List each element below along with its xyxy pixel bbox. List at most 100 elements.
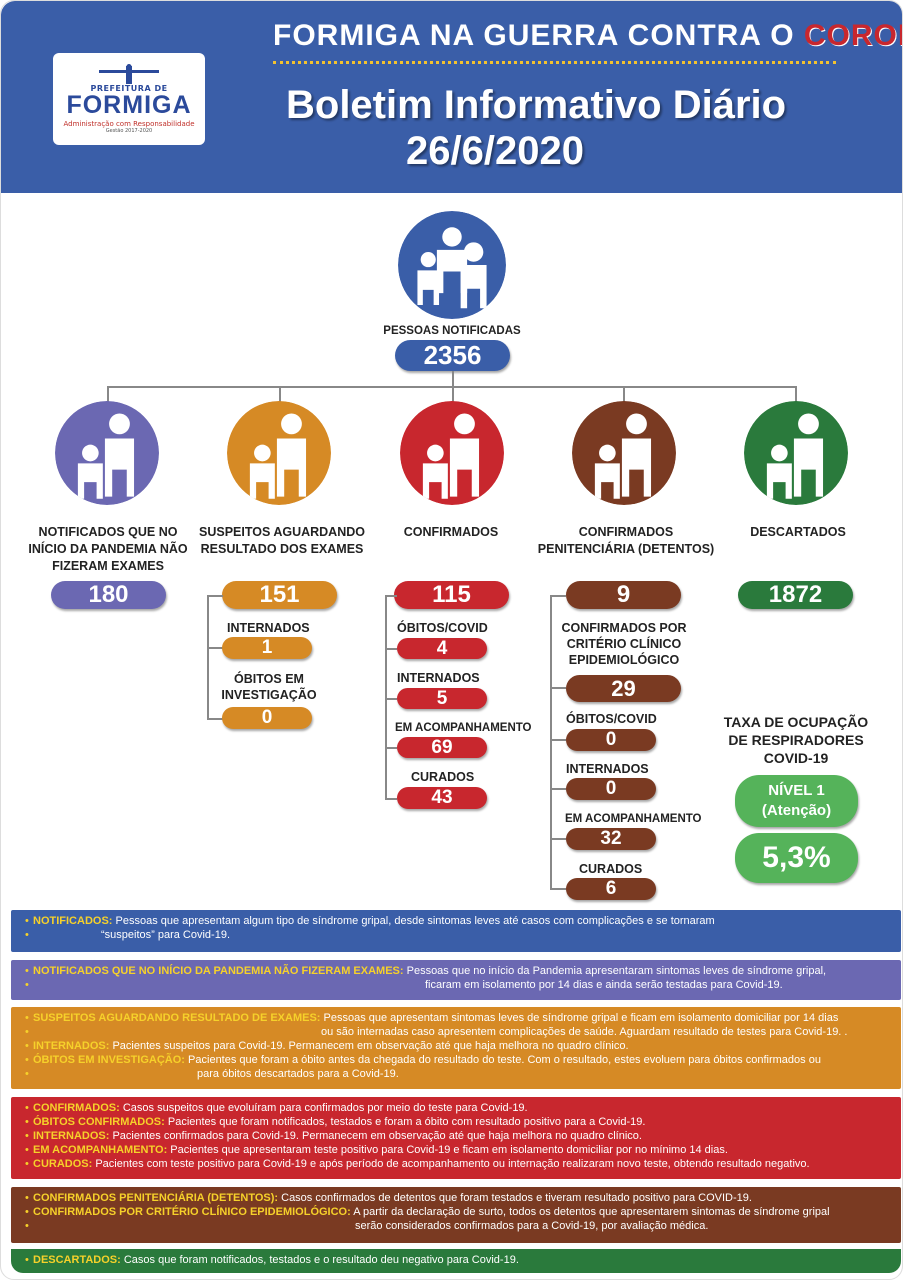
legend-text: Casos que foram notificados, testados e …: [123, 1254, 519, 1266]
legend-text: Pacientes que apresentaram teste positiv…: [170, 1144, 728, 1156]
tree-drop-3: [452, 386, 454, 404]
legend-key: ÓBITOS CONFIRMADOS:: [33, 1116, 165, 1128]
legend-item: CONFIRMADOS POR CRITÉRIO CLÍNICO EPIDEMI…: [25, 1205, 891, 1219]
legend-item: EM ACOMPANHAMENTO: Pacientes que apresen…: [25, 1143, 891, 1157]
penitenciaria-people-icon: [572, 401, 676, 505]
legend-item: INTERNADOS: Pacientes confirmados para C…: [25, 1129, 891, 1143]
legend-nao-exames: NOTIFICADOS QUE NO INÍCIO DA PANDEMIA NÃ…: [11, 960, 901, 1000]
notificados-people-icon: [55, 401, 159, 505]
logo-gestao: Gestão 2017-2020: [105, 128, 153, 134]
cat-suspeitos-label: SUSPEITOS AGUARDANDO RESULTADO DOS EXAME…: [199, 525, 365, 556]
confirmados-obitos-value: 4: [397, 638, 487, 659]
legend-item: DESCARTADOS: Casos que foram notificados…: [25, 1253, 891, 1267]
cat-confirmados-label: CONFIRMADOS: [403, 525, 499, 539]
suspeitos-bracket: [207, 595, 209, 719]
penit-acompanhamento-value: 32: [566, 828, 656, 850]
total-value-pill: 2356: [395, 340, 510, 371]
campaign-title: FORMIGA NA GUERRA CONTRA O CORONAVÍRUS: [273, 19, 902, 53]
suspeitos-tick: [207, 647, 223, 649]
tree-drop-4: [623, 386, 625, 404]
penit-criterio-label: CONFIRMADOS POR CRITÉRIO CLÍNICO EPIDEMI…: [561, 621, 687, 667]
penit-criterio-value: 29: [566, 675, 681, 702]
legend-text-continued: serão considerados confirmados para a Co…: [25, 1219, 891, 1233]
legend-key: CONFIRMADOS POR CRITÉRIO CLÍNICO EPIDEMI…: [33, 1206, 351, 1218]
cat-penitenciaria-value: 9: [566, 581, 681, 609]
campaign-title-prefix: FORMIGA NA GUERRA CONTRA O: [273, 19, 804, 52]
legend-text: Pessoas que no início da Pandemia aprese…: [406, 965, 827, 977]
header-banner: PREFEITURA DE FORMIGA Administração com …: [1, 1, 902, 193]
confirmados-acompanhamento-label: EM ACOMPANHAMENTO: [395, 722, 532, 734]
legend-item: NOTIFICADOS: Pessoas que apresentam algu…: [25, 914, 891, 928]
confirmados-tick: [385, 698, 397, 700]
penit-curados-value: 6: [566, 878, 656, 900]
suspeitos-tick: [207, 718, 223, 720]
legend-text: Casos confirmados de detentos que foram …: [281, 1192, 752, 1204]
legend-key: DESCARTADOS:: [33, 1254, 121, 1266]
campaign-title-highlight: CORONAVÍRUS: [803, 19, 902, 52]
legend-text-continued: para óbitos descartados para a Covid-19.: [25, 1067, 891, 1081]
tree-drop-5: [795, 386, 797, 404]
legend-item: SUSPEITOS AGUARDANDO RESULTADO DE EXAMES…: [25, 1011, 891, 1025]
legend-item: CURADOS: Pacientes com teste positivo pa…: [25, 1157, 891, 1171]
legend-item: INTERNADOS: Pacientes suspeitos para Cov…: [25, 1039, 891, 1053]
legend-text: Pacientes confirmados para Covid-19. Per…: [112, 1130, 642, 1142]
respiradores-level-note: (Atenção): [761, 802, 832, 819]
legend-penitenciaria: CONFIRMADOS PENITENCIÁRIA (DETENTOS): Ca…: [11, 1187, 901, 1243]
legend-item: ÓBITOS CONFIRMADOS: Pacientes que foram …: [25, 1115, 891, 1129]
penit-curados-label: CURADOS: [579, 862, 643, 876]
bulletin-date-row: 26/6/2020: [1, 129, 902, 174]
legend-text: Pacientes que foram a óbito antes da che…: [188, 1054, 821, 1066]
confirmados-tick: [385, 648, 397, 650]
legend-key: INTERNADOS:: [33, 1130, 110, 1142]
confirmados-curados-value: 43: [397, 787, 487, 809]
legend-key: CONFIRMADOS PENITENCIÁRIA (DETENTOS):: [33, 1192, 279, 1204]
legend-text: Pessoas que apresentam algum tipo de sín…: [115, 915, 715, 927]
confirmados-tick: [385, 747, 397, 749]
legend-text-continued: “suspeitos” para Covid-19.: [25, 928, 891, 942]
cat-notificados-value: 180: [51, 581, 166, 609]
legend-text: Casos suspeitos que evoluíram para confi…: [122, 1102, 528, 1114]
cat-confirmados-value: 115: [394, 581, 509, 609]
legend-key: NOTIFICADOS:: [33, 915, 113, 927]
confirmados-acompanhamento-value: 69: [397, 737, 487, 758]
confirmados-bracket: [385, 595, 387, 799]
suspeitos-internados-label: INTERNADOS: [227, 621, 310, 635]
bulletin-title: Boletim Informativo Diário: [286, 83, 787, 127]
cat-suspeitos-value: 151: [222, 581, 337, 609]
penitenciaria-tick: [550, 687, 566, 689]
penit-acompanhamento-label: EM ACOMPANHAMENTO: [565, 813, 702, 825]
legend-item: CONFIRMADOS PENITENCIÁRIA (DETENTOS): Ca…: [25, 1191, 891, 1205]
suspeitos-obitos-label: ÓBITOS EM INVESTIGAÇÃO: [221, 672, 317, 702]
suspeitos-internados-value: 1: [222, 637, 312, 659]
suspeitos-people-icon: [227, 401, 331, 505]
logo-tagline: Administração com Responsabilidade: [63, 120, 195, 128]
legend-text-continued: ou são internadas caso apresentem compli…: [25, 1025, 891, 1039]
penitenciaria-bracket: [550, 595, 552, 889]
cat-descartados-label: DESCARTADOS: [750, 525, 846, 539]
tree-trunk: [452, 371, 454, 387]
legend-item: CONFIRMADOS: Casos suspeitos que evoluír…: [25, 1101, 891, 1115]
legend-text: Pacientes que foram notificados, testado…: [167, 1116, 646, 1128]
legend-text: Pessoas que apresentam sintomas leves de…: [323, 1012, 839, 1024]
people-icon: [398, 211, 506, 319]
legend-key: CONFIRMADOS:: [33, 1102, 120, 1114]
penit-obitos-value: 0: [566, 729, 656, 751]
confirmados-internados-label: INTERNADOS: [397, 671, 480, 685]
penitenciaria-tick: [550, 838, 566, 840]
penitenciaria-tick: [550, 888, 566, 890]
dotted-divider: [273, 61, 836, 64]
legend-suspeitos: SUSPEITOS AGUARDANDO RESULTADO DE EXAMES…: [11, 1007, 901, 1089]
legend-text: A partir da declaração de surto, todos o…: [353, 1206, 830, 1218]
christ-statue-icon: [99, 64, 159, 84]
legend-item: ÓBITOS EM INVESTIGAÇÃO: Pacientes que fo…: [25, 1053, 891, 1067]
penitenciaria-tick: [550, 595, 566, 597]
confirmados-tick: [385, 595, 397, 597]
penit-obitos-label: ÓBITOS/COVID: [566, 712, 657, 726]
confirmados-curados-label: CURADOS: [411, 770, 475, 784]
penitenciaria-tick: [550, 739, 566, 741]
confirmados-obitos-label: ÓBITOS/COVID: [397, 621, 488, 635]
legend-notificados: NOTIFICADOS: Pessoas que apresentam algu…: [11, 910, 901, 952]
suspeitos-tick: [207, 595, 223, 597]
legend-text-continued: ficaram em isolamento por 14 dias e aind…: [25, 978, 891, 992]
legend-item: NOTIFICADOS QUE NO INÍCIO DA PANDEMIA NÃ…: [25, 964, 891, 978]
